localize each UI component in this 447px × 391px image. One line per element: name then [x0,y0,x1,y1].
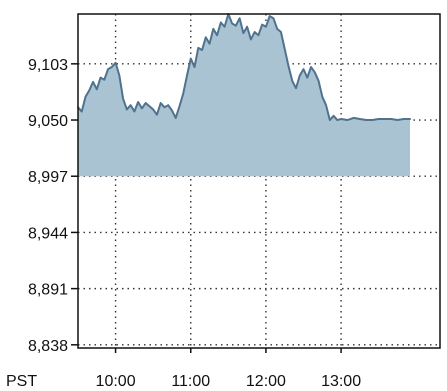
x-tick-label: 10:00 [96,373,136,390]
label-layer: 9,103 9,050 8,997 8,944 8,891 8,838 10:00 11:00… [6,57,361,390]
area-fill [78,14,410,177]
series-line [77,13,411,122]
x-tick-label: 12:00 [246,373,286,390]
y-tick-label: 8,891 [28,282,68,299]
axis-layer [71,13,441,353]
x-tick-label: 13:00 [321,373,361,390]
y-tick-label: 8,944 [28,225,68,242]
timezone-label: PST [6,373,37,390]
x-tick-label: 11:00 [171,373,210,390]
y-tick-label: 8,997 [28,169,68,186]
y-tick-label: 9,103 [28,57,68,74]
y-tick-label: 9,050 [28,113,68,130]
plot-frame [77,13,441,349]
area-layer [77,13,411,177]
y-tick-label: 8,838 [28,338,68,355]
